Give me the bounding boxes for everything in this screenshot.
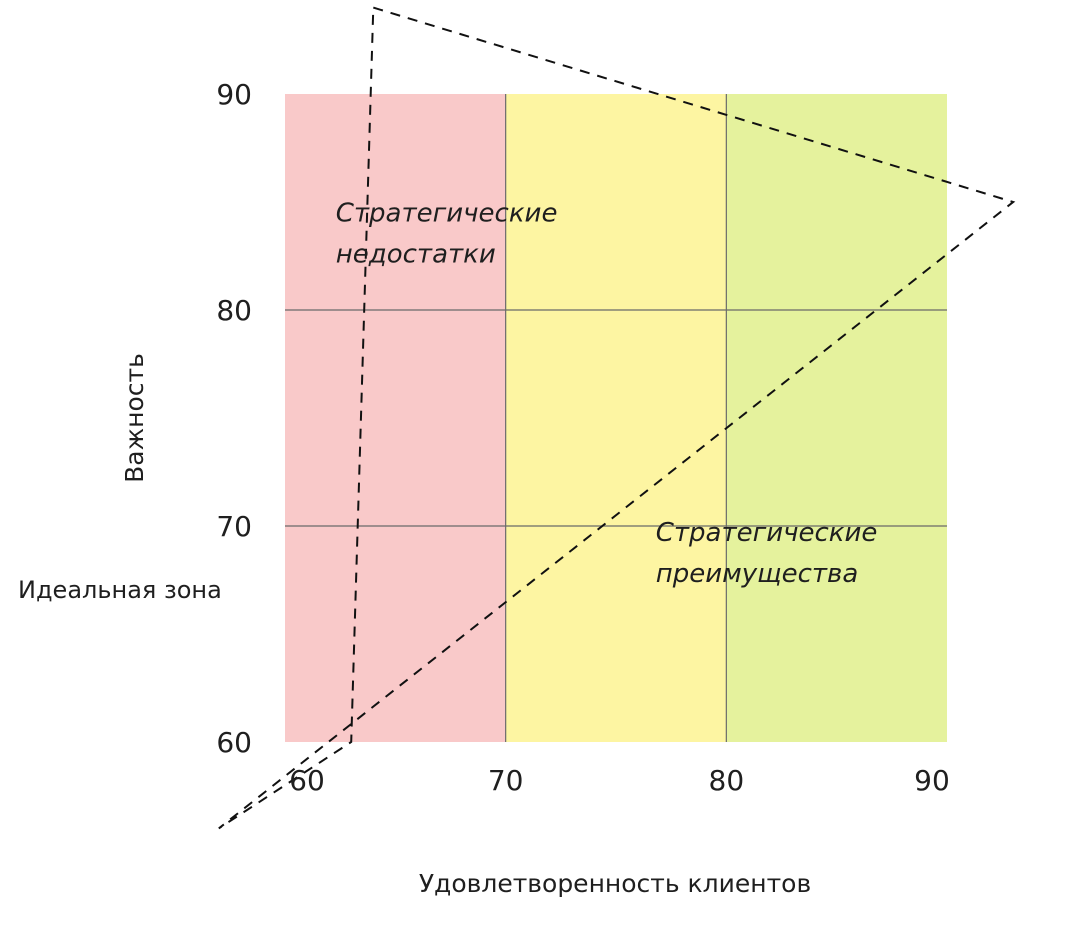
zone-layer (285, 94, 947, 742)
x-tick-label: 60 (289, 764, 325, 797)
y-tick-label: 60 (216, 726, 252, 759)
annotation-line-2-1: Стратегические (656, 518, 878, 548)
zone-band-1 (285, 94, 506, 742)
y-tick-label: 80 (216, 294, 252, 327)
zone-band-3 (726, 94, 947, 742)
annotation-line-1-1: Стратегические (336, 198, 558, 228)
y-axis-label: Важность (120, 353, 149, 483)
x-axis-label: Удовлетворенность клиентов (419, 869, 811, 898)
annotation-line-1-2: недостатки (336, 239, 496, 269)
grid-layer (285, 94, 947, 742)
x-tick-label: 90 (914, 764, 950, 797)
x-axis-ticks: 60 70 80 90 (289, 764, 950, 797)
ideal-zone-boundary (218, 6, 1016, 830)
x-tick-label: 80 (709, 764, 745, 797)
y-tick-label: 90 (216, 78, 252, 111)
y-axis-ticks: 90 80 70 60 (216, 78, 252, 759)
zone-band-2 (505, 94, 727, 742)
annotation-line-2-2: преимущества (656, 559, 859, 589)
ideal-zone-label: Идеальная зона (18, 576, 222, 604)
y-tick-label: 70 (216, 510, 252, 543)
annotation-layer: Стратегические недостатки Стратегические пр… (336, 198, 878, 589)
x-tick-label: 70 (488, 764, 524, 797)
